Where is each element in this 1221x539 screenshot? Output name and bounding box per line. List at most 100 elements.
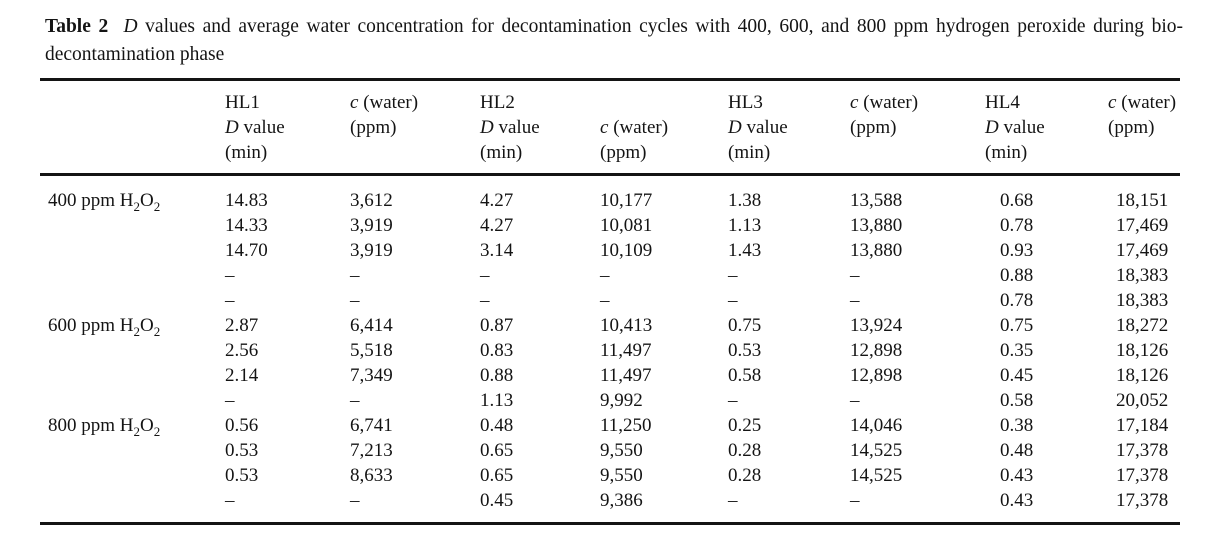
column-header-row-label [40, 79, 225, 176]
header-text: value [493, 117, 540, 138]
caption-line-1: Table 2 D values and average water conce… [45, 13, 1183, 41]
table-cell: 6,741 [350, 415, 393, 436]
header-text: HL3 [728, 92, 763, 113]
table-cell: 10,413 [600, 315, 653, 336]
column-header-hl4-c-water: c (water) (ppm) [1108, 79, 1180, 176]
table-cell: – [600, 290, 610, 311]
table-cell: – [350, 265, 360, 286]
group-label-cell: 800 ppm H2O2 [40, 413, 225, 438]
table-cell: – [225, 290, 235, 311]
table-cell: 3,612 [350, 190, 393, 211]
header-text: value [998, 117, 1045, 138]
table-cell: 0.58 [728, 365, 762, 386]
header-text: value [238, 117, 285, 138]
data-table: HL1 D value (min) c (water) (ppm) HL2 D value(… [40, 78, 1180, 525]
group-label-cell [40, 363, 225, 388]
table-cell: 18,383 [1116, 265, 1169, 286]
table-cell: – [225, 390, 235, 411]
caption-segment: D [123, 16, 138, 37]
table-cell: 12,898 [850, 340, 903, 361]
table-cell: 0.45 [480, 490, 514, 511]
group-label-cell [40, 488, 225, 524]
table-cell: 3,919 [350, 240, 393, 261]
column-header-hl1-c-water: c (water) (ppm) [350, 79, 480, 176]
group-label-cell [40, 288, 225, 313]
header-text: (ppm) [850, 117, 897, 138]
subscript: 2 [133, 323, 141, 339]
table-cell: 18,126 [1116, 365, 1169, 386]
caption-line-2: decontamination phase [45, 44, 225, 65]
table-cell: – [350, 290, 360, 311]
header-line: (ppm) [1108, 115, 1180, 140]
table-cell: – [850, 390, 860, 411]
table-cell: 0.28 [728, 440, 762, 461]
table-row: – – – – – – 0.88 18,383 [40, 263, 1180, 288]
column-header-hl2-d-value: HL2 D value (min) [480, 79, 600, 176]
table-cell: 10,081 [600, 215, 653, 236]
header-line: (min) [728, 140, 850, 165]
table-cell: – [600, 265, 610, 286]
table-cell: 7,349 [350, 365, 393, 386]
table-cell: – [728, 290, 738, 311]
header-text: (water) [608, 117, 669, 138]
table-cell: 10,177 [600, 190, 653, 211]
table-cell: 0.68 [1000, 190, 1034, 211]
column-header-hl1-d-value: HL1 D value (min) [225, 79, 350, 176]
subscript: 2 [153, 323, 161, 339]
table-cell: 0.78 [1000, 290, 1034, 311]
header-line: (ppm) [350, 115, 480, 140]
table-cell: 20,052 [1116, 390, 1169, 411]
table-cell: 0.65 [480, 465, 514, 486]
table-cell: 18,151 [1116, 190, 1169, 211]
header-line: c (water) [600, 115, 728, 140]
header-text: value [741, 117, 788, 138]
table-row: 2.14 7,349 0.88 11,497 0.58 12,898 0.45 18,126 [40, 363, 1180, 388]
header-text: (min) [480, 142, 523, 163]
header-line: (ppm) [600, 140, 728, 165]
table-cell: 14,046 [850, 415, 903, 436]
header-text: (ppm) [600, 142, 647, 163]
header-text-italic: c [1108, 92, 1117, 113]
table-cell: 0.43 [1000, 490, 1034, 511]
header-text-italic: c [850, 92, 859, 113]
caption-segment: Table 2 [45, 16, 109, 37]
group-label-cell: 400 ppm H2O2 [40, 175, 225, 214]
table-cell: 11,497 [600, 365, 652, 386]
table-cell: – [850, 290, 860, 311]
header-line: c (water) [350, 90, 480, 115]
group-label-text: O [140, 415, 154, 436]
table-row: 800 ppm H2O2 0.56 6,741 0.48 11,250 0.25 14,04… [40, 413, 1180, 438]
header-line: (min) [225, 140, 350, 165]
subscript: 2 [153, 423, 161, 439]
header-line: HL2 [480, 90, 600, 115]
table-cell: 12,898 [850, 365, 903, 386]
header-text-italic: D [728, 117, 742, 138]
group-label-cell: 600 ppm H2O2 [40, 313, 225, 338]
table-cell: – [728, 490, 738, 511]
table-cell: 0.75 [1000, 315, 1034, 336]
header-text: (water) [358, 92, 419, 113]
table-header-row: HL1 D value (min) c (water) (ppm) HL2 D value(… [40, 79, 1180, 176]
header-text: (min) [225, 142, 268, 163]
table-cell: 0.65 [480, 440, 514, 461]
table-cell: 0.88 [480, 365, 514, 386]
header-text-italic: D [225, 117, 239, 138]
header-line: c (water) [1108, 90, 1180, 115]
table-cell: 18,383 [1116, 290, 1169, 311]
header-text: (water) [1116, 92, 1177, 113]
header-text-italic: D [985, 117, 999, 138]
table-cell: 9,992 [600, 390, 643, 411]
table-cell: – [850, 490, 860, 511]
table-cell: 0.48 [1000, 440, 1034, 461]
table-header: HL1 D value (min) c (water) (ppm) HL2 D value(… [40, 79, 1180, 176]
table-cell: 10,109 [600, 240, 653, 261]
table-cell: – [850, 265, 860, 286]
table-cell: 0.75 [728, 315, 762, 336]
table-row: – – – – – – 0.78 18,383 [40, 288, 1180, 313]
table-cell: – [480, 265, 490, 286]
subscript: 2 [153, 198, 161, 214]
column-header-hl3-c-water: c (water) (ppm) [850, 79, 985, 176]
group-label-cell [40, 388, 225, 413]
caption-segment: values and average water concentration f… [137, 16, 1184, 37]
table-cell: 0.28 [728, 465, 762, 486]
